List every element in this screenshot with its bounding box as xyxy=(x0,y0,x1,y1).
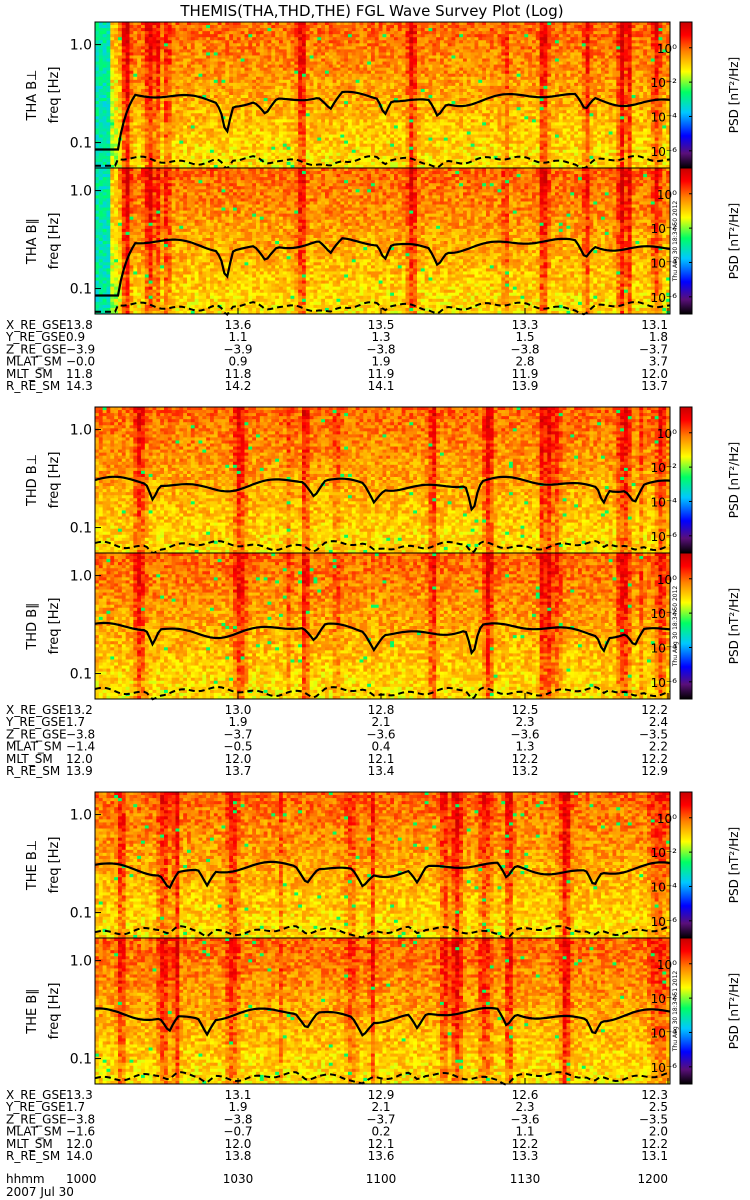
ephemeris-value: 14.2 xyxy=(225,379,252,393)
y-tick-label: 1.0 xyxy=(70,38,92,54)
panel-ylabel: THE B∥ xyxy=(25,988,40,1034)
ephemeris-value: 13.6 xyxy=(368,1149,395,1163)
time-tick-label: 1200 xyxy=(637,1172,668,1186)
ephemeris-row-name: R_RE_SM xyxy=(6,1149,60,1163)
ephemeris-value: 13.2 xyxy=(512,764,539,778)
colorbar-tick-label: 10⁰ xyxy=(657,573,677,587)
ephemeris-value: 13.7 xyxy=(641,379,668,393)
colorbar-label: PSD [nT²/Hz] xyxy=(727,203,741,279)
colorbar-tick-label: 10⁻⁶ xyxy=(651,530,678,544)
spectrogram-panel: 1.0 0.1 THA B⊥ freq [Hz] xyxy=(25,22,671,169)
freq-axis-label: freq [Hz] xyxy=(47,67,62,124)
ephemeris-value: 12.9 xyxy=(641,764,668,778)
colorbar-label: PSD [nT²/Hz] xyxy=(727,588,741,664)
colorbar-tick-label: 10⁰ xyxy=(657,958,677,972)
ephemeris-value: 14.0 xyxy=(66,1149,93,1163)
colorbar-tick-label: 10⁰ xyxy=(657,427,677,441)
ephemeris-value: 13.9 xyxy=(66,764,93,778)
ephemeris-value: 14.3 xyxy=(66,379,93,393)
colorbar-tick-label: 10⁰ xyxy=(657,812,677,826)
freq-axis-label: freq [Hz] xyxy=(47,983,62,1040)
panel-ylabel: THA B⊥ xyxy=(25,70,40,122)
time-tick-label: 1130 xyxy=(510,1172,541,1186)
colorbar-tick-label: 10⁻⁴ xyxy=(651,110,678,124)
ephemeris-value: 14.1 xyxy=(368,379,395,393)
date-label: 2007 Jul 30 xyxy=(6,1185,74,1199)
colorbar-tick-label: 10⁻⁶ xyxy=(651,676,678,690)
y-tick-label: 0.1 xyxy=(70,667,92,683)
ephemeris-value: 13.8 xyxy=(225,1149,252,1163)
spectrogram-panel: 1.0 0.1 THE B⊥ freq [Hz] xyxy=(25,792,671,939)
y-tick-label: 1.0 xyxy=(70,569,92,585)
y-tick-label: 0.1 xyxy=(70,136,92,152)
colorbar-label: PSD [nT²/Hz] xyxy=(727,827,741,903)
spectrogram-panel: 1.0 0.1 THD B∥ freq [Hz] xyxy=(25,553,671,700)
colorbar-tick-label: 10⁰ xyxy=(657,188,677,202)
colorbar-tick-label: 10⁻² xyxy=(651,461,678,475)
y-tick-label: 1.0 xyxy=(70,954,92,970)
figure-title: THEMIS(THA,THD,THE) FGL Wave Survey Plot… xyxy=(179,2,563,20)
freq-axis-label: freq [Hz] xyxy=(47,598,62,655)
y-tick-label: 0.1 xyxy=(70,521,92,537)
y-tick-label: 1.0 xyxy=(70,423,92,439)
ephemeris-row-name: R_RE_SM xyxy=(6,379,60,393)
time-tick-label: 1100 xyxy=(366,1172,397,1186)
ephemeris-value: 13.4 xyxy=(368,764,395,778)
y-tick-label: 0.1 xyxy=(70,1052,92,1068)
panel-ylabel: THD B⊥ xyxy=(25,454,40,507)
plot-timestamp: Thu Aug 30 18:34:50 2012 xyxy=(672,586,679,668)
spectrogram-panel: 1.0 0.1 THE B∥ freq [Hz] xyxy=(25,938,671,1085)
colorbar-tick-label: 10⁻⁶ xyxy=(651,291,678,305)
time-tick-label: 1000 xyxy=(66,1172,97,1186)
plot-timestamp: Thu Aug 30 18:34:51 2012 xyxy=(672,971,679,1053)
y-tick-label: 1.0 xyxy=(70,184,92,200)
panel-ylabel: THD B∥ xyxy=(25,602,40,650)
plot-timestamp: Thu Aug 30 18:34:50 2012 xyxy=(672,201,679,283)
time-tick-label: 1030 xyxy=(223,1172,254,1186)
y-tick-label: 0.1 xyxy=(70,282,92,298)
hhmm-label: hhmm xyxy=(6,1172,45,1186)
freq-axis-label: freq [Hz] xyxy=(47,213,62,270)
colorbar-tick-label: 10⁻² xyxy=(651,846,678,860)
colorbar-tick-label: 10⁻⁴ xyxy=(651,880,678,894)
ephemeris-value: 13.7 xyxy=(225,764,252,778)
y-tick-label: 1.0 xyxy=(70,808,92,824)
ephemeris-value: 13.3 xyxy=(512,1149,539,1163)
freq-axis-label: freq [Hz] xyxy=(47,837,62,894)
y-tick-label: 0.1 xyxy=(70,906,92,922)
colorbar-tick-label: 10⁰ xyxy=(657,42,677,56)
ephemeris-value: 13.1 xyxy=(641,1149,668,1163)
colorbar-tick-label: 10⁻⁶ xyxy=(651,145,678,159)
panel-ylabel: THE B⊥ xyxy=(25,840,40,891)
ephemeris-value: 13.9 xyxy=(512,379,539,393)
colorbar-label: PSD [nT²/Hz] xyxy=(727,57,741,133)
spectrogram-panel: 1.0 0.1 THA B∥ freq [Hz] xyxy=(25,168,671,315)
colorbar-tick-label: 10⁻⁶ xyxy=(651,915,678,929)
ephemeris-row-name: R_RE_SM xyxy=(6,764,60,778)
colorbar-tick-label: 10⁻⁴ xyxy=(651,495,678,509)
colorbar-label: PSD [nT²/Hz] xyxy=(727,442,741,518)
spectrogram-panel: 1.0 0.1 THD B⊥ freq [Hz] xyxy=(25,407,671,554)
colorbar-tick-label: 10⁻² xyxy=(651,76,678,90)
colorbar-tick-label: 10⁻⁶ xyxy=(651,1061,678,1075)
freq-axis-label: freq [Hz] xyxy=(47,452,62,509)
panel-ylabel: THA B∥ xyxy=(25,218,40,265)
colorbar-label: PSD [nT²/Hz] xyxy=(727,973,741,1049)
